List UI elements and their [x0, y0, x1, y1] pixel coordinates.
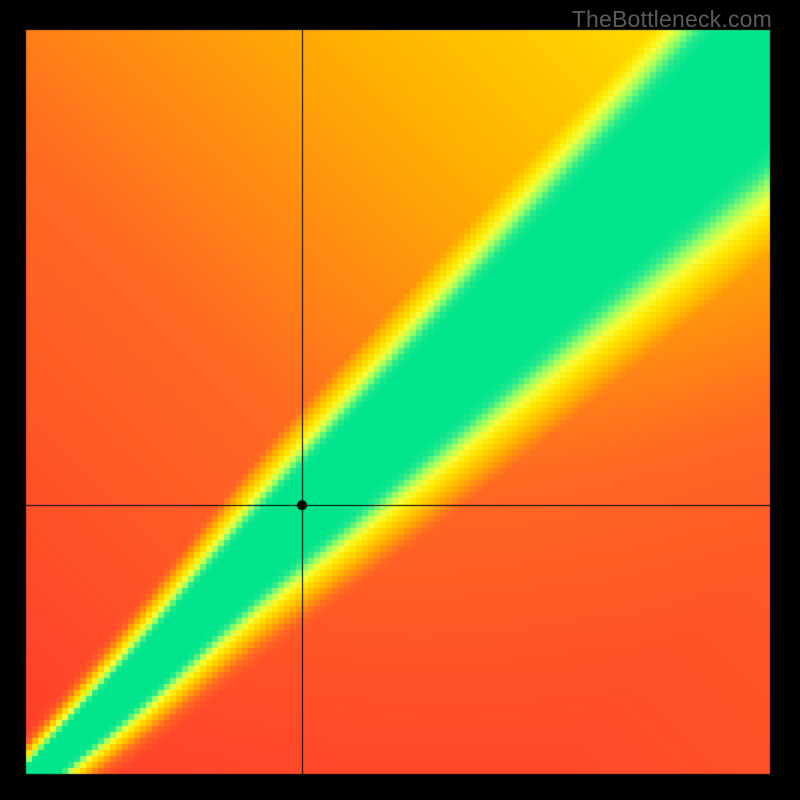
watermark-text: TheBottleneck.com: [572, 6, 772, 33]
heatmap-canvas: [0, 0, 800, 800]
chart-container: TheBottleneck.com: [0, 0, 800, 800]
